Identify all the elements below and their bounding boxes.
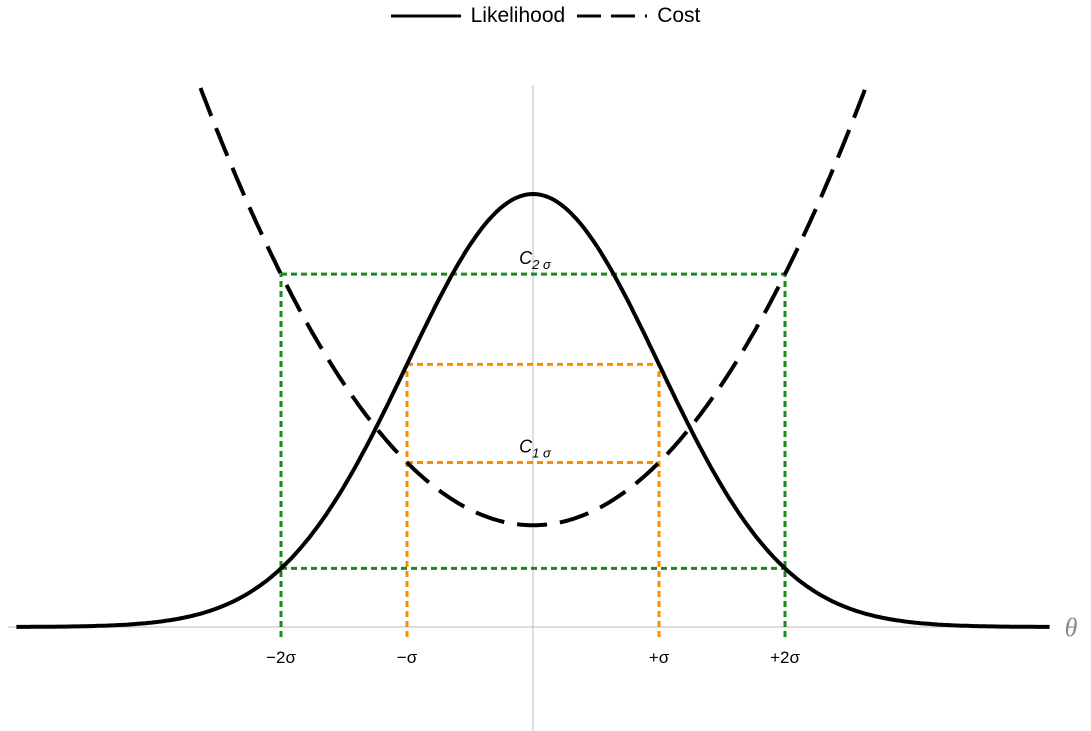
likelihood-curve — [16, 191, 1050, 629]
region-c1sigma-label: C1 σ — [519, 436, 552, 460]
tick-label-minus2sigma: −2σ — [266, 648, 296, 667]
cost-curve — [198, 87, 868, 528]
tick-label-plus1sigma: +σ — [649, 648, 670, 667]
tick-label-minus1sigma: −σ — [397, 648, 418, 667]
x-axis-label: θ — [1065, 613, 1078, 642]
tick-label-plus2sigma: +2σ — [770, 648, 800, 667]
confidence-regions — [279, 272, 787, 637]
region-c2sigma-label: C2 σ — [519, 248, 552, 272]
axes: θ — [8, 85, 1078, 731]
labels: C1 σ C2 σ −2σ −σ +σ +2σ — [266, 248, 800, 667]
legend-solid-line-icon — [390, 14, 461, 18]
legend-dashed-line-icon — [577, 14, 648, 18]
legend-item-cost: Cost — [577, 4, 700, 28]
legend-item-likelihood: Likelihood — [390, 4, 566, 28]
legend: Likelihood Cost — [0, 4, 1091, 28]
curves — [16, 87, 1050, 629]
legend-label-likelihood: Likelihood — [470, 4, 566, 27]
legend-label-cost: Cost — [657, 4, 701, 27]
